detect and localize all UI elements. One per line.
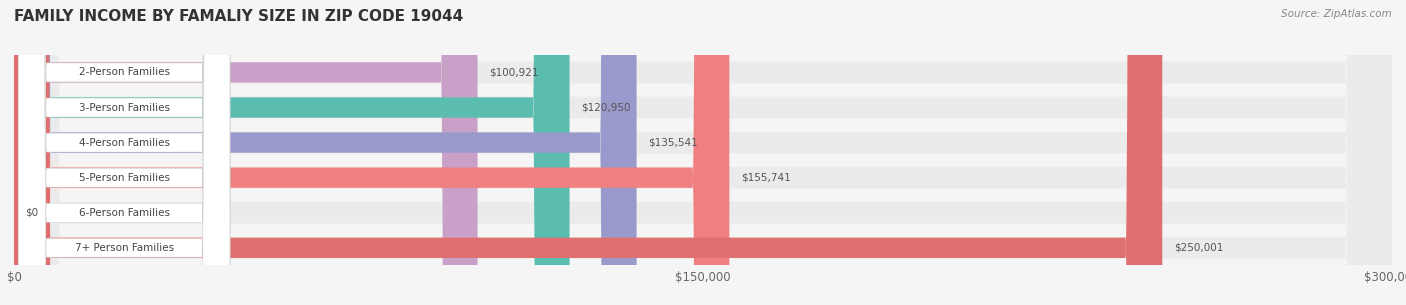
- FancyBboxPatch shape: [18, 0, 231, 305]
- Text: 5-Person Families: 5-Person Families: [79, 173, 170, 183]
- FancyBboxPatch shape: [18, 0, 231, 305]
- FancyBboxPatch shape: [18, 0, 231, 305]
- Text: 2-Person Families: 2-Person Families: [79, 67, 170, 77]
- FancyBboxPatch shape: [14, 0, 1392, 305]
- FancyBboxPatch shape: [18, 0, 231, 305]
- FancyBboxPatch shape: [14, 0, 1392, 305]
- Text: Source: ZipAtlas.com: Source: ZipAtlas.com: [1281, 9, 1392, 19]
- Text: 7+ Person Families: 7+ Person Families: [75, 243, 174, 253]
- Text: $250,001: $250,001: [1174, 243, 1223, 253]
- Text: $135,541: $135,541: [648, 138, 697, 148]
- Text: 6-Person Families: 6-Person Families: [79, 208, 170, 218]
- FancyBboxPatch shape: [14, 0, 1392, 305]
- FancyBboxPatch shape: [14, 0, 1392, 305]
- FancyBboxPatch shape: [18, 0, 231, 305]
- Text: 3-Person Families: 3-Person Families: [79, 102, 170, 113]
- Text: $155,741: $155,741: [741, 173, 790, 183]
- FancyBboxPatch shape: [18, 0, 231, 305]
- Text: $0: $0: [25, 208, 39, 218]
- Text: $120,950: $120,950: [581, 102, 630, 113]
- Text: FAMILY INCOME BY FAMALIY SIZE IN ZIP CODE 19044: FAMILY INCOME BY FAMALIY SIZE IN ZIP COD…: [14, 9, 464, 24]
- FancyBboxPatch shape: [14, 0, 1392, 305]
- FancyBboxPatch shape: [14, 0, 1392, 305]
- Text: $100,921: $100,921: [489, 67, 538, 77]
- FancyBboxPatch shape: [14, 0, 478, 305]
- FancyBboxPatch shape: [14, 0, 569, 305]
- FancyBboxPatch shape: [14, 0, 1163, 305]
- FancyBboxPatch shape: [14, 0, 730, 305]
- FancyBboxPatch shape: [14, 0, 637, 305]
- Text: 4-Person Families: 4-Person Families: [79, 138, 170, 148]
